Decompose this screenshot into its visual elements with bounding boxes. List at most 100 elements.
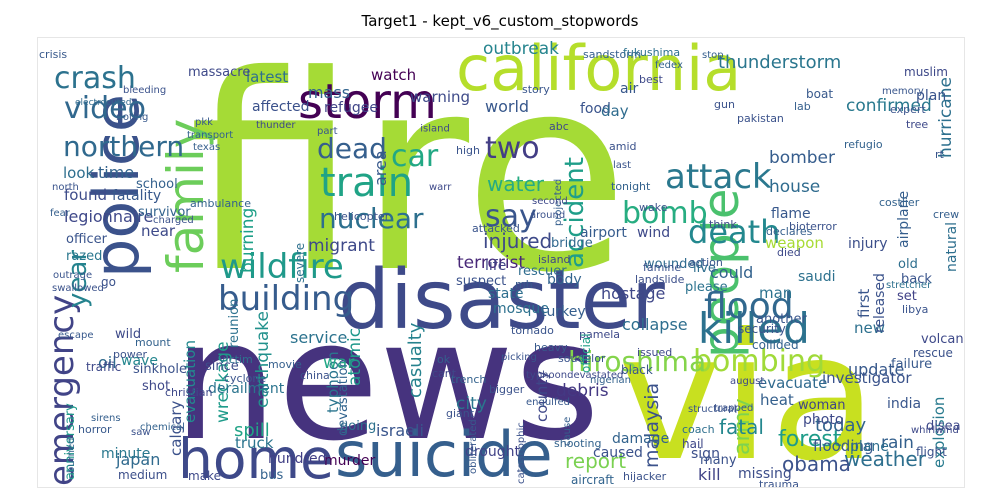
word-attacked: attacked — [472, 222, 520, 235]
word-north: north — [52, 182, 79, 193]
word-plane: plane — [850, 439, 889, 455]
word-rioting: rioting — [116, 112, 148, 123]
word-service: service — [290, 328, 347, 347]
word-many: many — [700, 453, 737, 468]
word-bridge: bridge — [551, 236, 593, 251]
word-trauma: trauma — [759, 478, 799, 487]
word-dead: dead — [317, 132, 387, 165]
word-aircraft: aircraft — [571, 473, 614, 487]
word-city: city — [456, 394, 487, 414]
word-expert: expert — [890, 103, 926, 116]
word-another: another — [756, 312, 807, 327]
word-charged: charged — [153, 215, 194, 226]
word-calgary: calgary — [167, 401, 185, 456]
word-refugee: refugee — [324, 100, 378, 116]
word-anniversary: anniversary — [63, 403, 78, 480]
word-horror: horror — [78, 423, 112, 436]
word-black: black — [621, 363, 653, 377]
word-terrorist: terrorist — [457, 253, 525, 273]
word-fatality: fatality — [112, 188, 161, 204]
word-first: first — [855, 289, 873, 318]
word-bleeding: bleeding — [123, 85, 166, 96]
word-explosion: explosion — [930, 397, 948, 468]
word-building: building — [218, 279, 354, 319]
word-mosque: mosque — [493, 301, 549, 317]
word-photo: photo — [803, 412, 843, 428]
word-catastrophic: catastrophic — [516, 422, 527, 484]
word-caused: caused — [593, 445, 643, 461]
word-flame: flame — [771, 206, 811, 222]
word-engulfed: engulfed — [526, 397, 570, 408]
word-warr: warr — [429, 182, 452, 193]
word-sandstorm: sandstorm — [583, 48, 641, 61]
word-hundred: hundred — [268, 451, 326, 467]
word-shooting: shooting — [554, 437, 602, 450]
word-bomber: bomber — [769, 148, 835, 168]
word-mh: mh — [515, 278, 533, 291]
word-disea: disea — [926, 419, 961, 434]
word-spill: spill — [234, 420, 270, 441]
word-video: video — [64, 91, 146, 126]
word-drought: drought — [465, 444, 521, 460]
word-area: area — [371, 150, 390, 186]
word-shot: shot — [142, 379, 170, 394]
word-today: today — [815, 415, 867, 436]
word-refugio: refugio — [844, 138, 883, 151]
word-army: army — [730, 398, 755, 455]
word-outbreak: outbreak — [483, 39, 559, 59]
word-chemical: chemical — [140, 422, 185, 433]
word-best: best — [639, 73, 663, 86]
word-report: report — [565, 449, 626, 473]
word-soudelor: soudelor — [558, 352, 606, 365]
word-fatal: fatal — [719, 415, 764, 439]
word-christian: christian — [165, 386, 212, 399]
word-reunion: reunion — [227, 299, 242, 348]
word-muslim: muslim — [904, 65, 948, 79]
word-bus: bus — [260, 468, 283, 483]
word-pkk: pkk — [195, 117, 213, 128]
word-make: make — [188, 469, 221, 483]
word-devastation: devastation — [336, 359, 351, 436]
word-set: set — [897, 289, 917, 304]
word-hostage: hostage — [601, 284, 665, 303]
word-trapped: trapped — [714, 403, 753, 414]
word-evacuate: evacuate — [758, 374, 827, 392]
word-injured: injured — [483, 229, 552, 253]
chart-title: Target1 - kept_v6_custom_stopwords — [361, 12, 639, 30]
word-hail: hail — [682, 437, 704, 451]
word-israeli: israeli — [376, 421, 424, 440]
word-flight: flight — [916, 445, 947, 459]
word-weather: weather — [844, 447, 927, 471]
word-stop: stop — [702, 50, 724, 61]
word-turkey: turkey — [541, 304, 586, 320]
word-collapse: collapse — [622, 315, 688, 334]
word-victim: victim — [219, 353, 253, 366]
word-wounded: wounded — [644, 257, 704, 272]
word-wild: wild — [115, 327, 141, 342]
word-evacuation: evacuation — [181, 340, 199, 423]
word-hiroshima: hiroshima — [568, 345, 706, 378]
word-people: people — [692, 189, 750, 358]
word-truck: truck — [235, 434, 274, 452]
word-war: war — [323, 353, 354, 373]
word-suspect: suspect — [456, 274, 506, 289]
word-wake: wake — [639, 201, 668, 214]
word-air: air — [620, 81, 638, 97]
word-famine: famine — [643, 261, 681, 274]
word-ok: ok — [437, 353, 451, 366]
word-update: update — [848, 360, 904, 379]
word-fedex: fedex — [655, 60, 683, 71]
word-state: state — [488, 286, 523, 302]
word-collided: collided — [752, 338, 799, 352]
word-action: action — [689, 256, 723, 269]
word-gun: gun — [714, 98, 735, 111]
word-movie: movie — [268, 358, 302, 371]
word-declares: declares — [766, 225, 813, 238]
word-heavy: heavy — [534, 341, 568, 354]
word-man: man — [759, 284, 792, 302]
word-oil: oil — [98, 353, 117, 372]
word-libya: libya — [902, 303, 928, 316]
word-school: school — [136, 177, 178, 192]
word-coach: coach — [682, 423, 715, 436]
word-second: second — [532, 196, 568, 207]
